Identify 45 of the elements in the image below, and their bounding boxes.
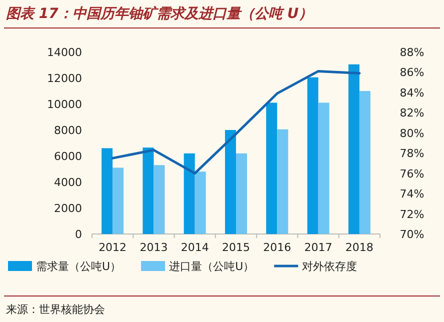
y-tick-label: 4000: [54, 176, 82, 189]
y-tick-label: 6000: [54, 150, 82, 163]
x-tick-label: 2018: [345, 241, 374, 254]
y-tick-label: 2000: [54, 202, 82, 215]
y-tick-label: 12000: [47, 72, 82, 85]
legend-label: 对外依存度: [302, 260, 358, 273]
legend-label: 进口量（公吨U）: [169, 260, 254, 273]
x-tick-label: 2015: [222, 241, 250, 254]
y2-tick-label: 76%: [400, 167, 424, 180]
bar: [102, 148, 113, 234]
line-series: [111, 70, 361, 175]
bar: [277, 129, 288, 234]
x-tick-label: 2013: [140, 241, 168, 254]
y-tick-label: 14000: [47, 46, 82, 59]
x-tick-label: 2012: [98, 241, 127, 254]
x-tick-label: 2016: [263, 241, 292, 254]
bar: [112, 168, 124, 234]
bar: [348, 64, 360, 234]
y2-tick-label: 84%: [400, 86, 424, 100]
y-tick-label: 10000: [47, 98, 82, 111]
bar: [266, 102, 278, 234]
y2-tick-label: 72%: [400, 208, 424, 221]
bar: [154, 165, 165, 234]
y2-tick-label: 70%: [400, 228, 424, 241]
y-tick-label: 0: [75, 228, 82, 241]
y2-tick-label: 86%: [400, 66, 424, 80]
bar: [307, 77, 318, 234]
bar: [142, 148, 154, 234]
bar: [184, 153, 195, 234]
chart-title: 图表 17：中国历年铀矿需求及进口量（公吨 U）: [6, 5, 313, 22]
y2-tick-label: 82%: [400, 106, 424, 120]
x-tick-label: 2017: [304, 241, 332, 254]
y2-tick-label: 88%: [400, 46, 424, 59]
bar: [225, 130, 236, 234]
source-note: 来源：世界核能协会: [6, 303, 105, 316]
y-tick-label: 8000: [54, 124, 82, 137]
y2-tick-label: 78%: [400, 147, 424, 160]
bar: [236, 153, 247, 234]
y2-tick-label: 74%: [400, 188, 424, 201]
bar: [359, 91, 370, 234]
bar: [194, 172, 206, 234]
legend-label: 需求量（公吨U）: [36, 260, 122, 273]
bar: [318, 102, 330, 234]
y2-tick-label: 80%: [400, 126, 424, 140]
x-tick-label: 2014: [180, 241, 209, 254]
